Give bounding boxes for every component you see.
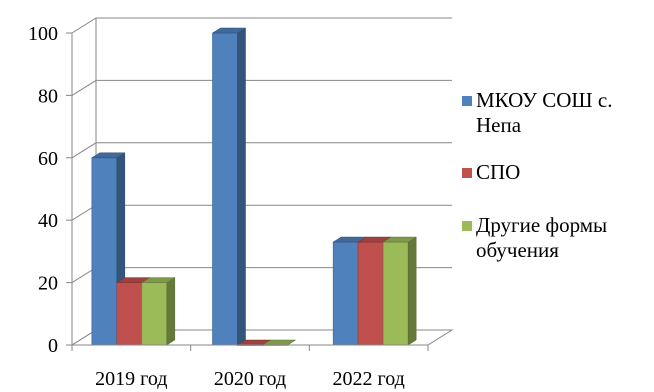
- y-tick-label: 0: [48, 335, 58, 357]
- bar: [140, 277, 176, 346]
- bar-side: [237, 27, 246, 346]
- bar-top: [382, 236, 418, 243]
- bar-side: [166, 277, 176, 346]
- y-tick-label: 60: [38, 148, 58, 170]
- legend-item: СПО: [460, 160, 654, 185]
- x-axis-ticks: 2019 год 2020 год 2022 год: [71, 344, 429, 390]
- bar-top: [140, 277, 176, 283]
- gridline: [71, 17, 452, 34]
- bar-top: [211, 27, 247, 34]
- legend-item: МКОУ СОШ с. Непа: [460, 88, 654, 138]
- legend-label: МКОУ СОШ с. Непа: [476, 88, 613, 137]
- chart-legend: МКОУ СОШ с. Непа СПО Другие формы обучен…: [460, 88, 654, 285]
- bar-front: [212, 32, 238, 346]
- bar-top: [90, 152, 126, 159]
- chart-bars: [90, 27, 418, 346]
- x-tick-label: 2022 год: [333, 368, 405, 390]
- y-axis-ticks: 0 20 40 60 80 100: [28, 23, 72, 357]
- bar: [211, 27, 247, 346]
- x-tick-label: 2020 год: [214, 368, 286, 390]
- bar-front: [91, 157, 118, 346]
- bar-front: [382, 241, 409, 346]
- legend-swatch: [462, 221, 472, 231]
- bar-side: [407, 236, 417, 346]
- bar-front: [116, 282, 143, 346]
- legend-label: СПО: [476, 160, 521, 184]
- x-tick-label: 2019 год: [95, 368, 167, 390]
- legend-label: Другие формы обучения: [476, 213, 608, 262]
- y-tick-label: 100: [28, 23, 58, 45]
- y-tick-label: 80: [38, 85, 58, 107]
- legend-swatch: [462, 168, 472, 178]
- bar-front: [141, 282, 168, 346]
- y-tick-label: 40: [38, 210, 58, 232]
- gridline: [71, 142, 452, 159]
- y-tick-label: 20: [38, 273, 58, 295]
- bar-front: [357, 241, 384, 346]
- gridline: [71, 204, 452, 221]
- bar-front: [332, 241, 359, 346]
- legend-item: Другие формы обучения: [460, 213, 654, 263]
- legend-swatch: [462, 96, 472, 106]
- bar: [382, 236, 418, 346]
- gridline: [71, 79, 452, 96]
